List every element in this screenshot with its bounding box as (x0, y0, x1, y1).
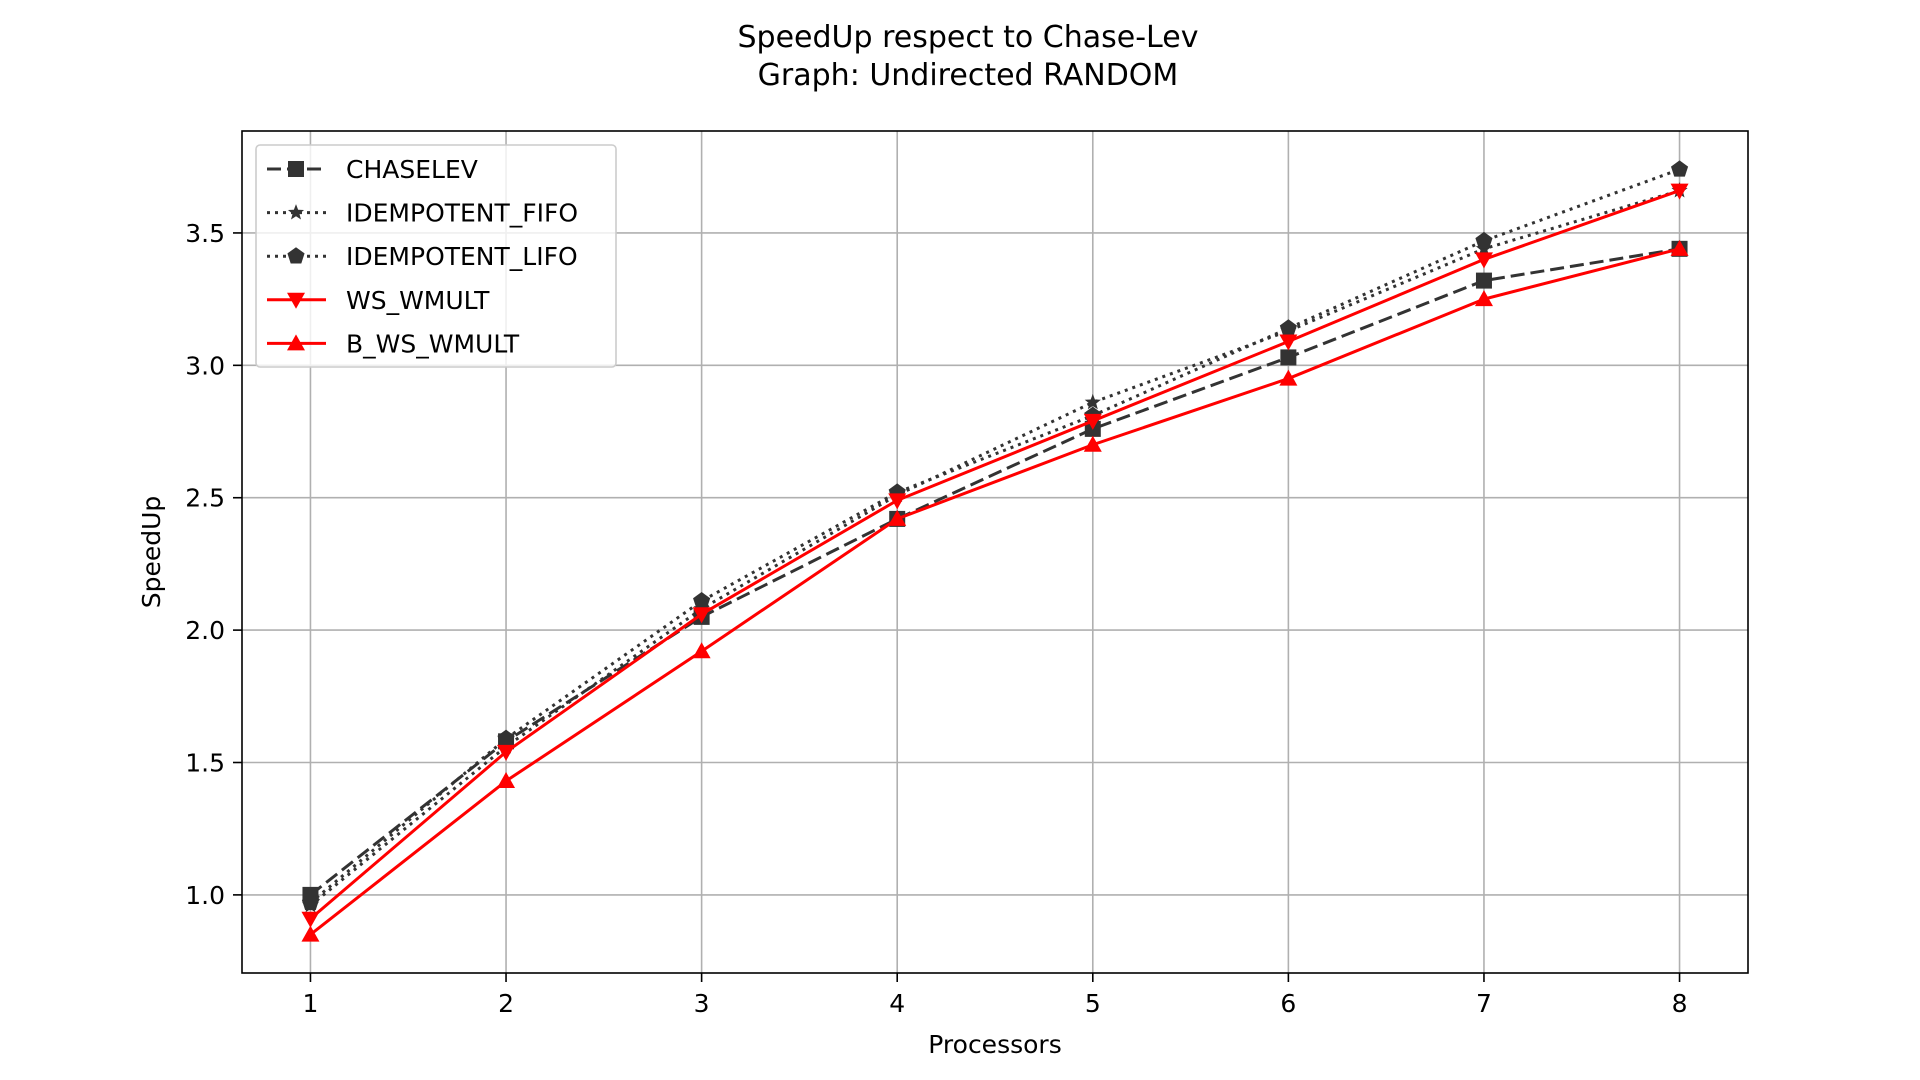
data-point (1475, 272, 1492, 289)
data-point (1279, 319, 1297, 336)
series-line-b-ws-wmult (309, 247, 1680, 936)
data-point (692, 607, 711, 624)
data-point (1279, 334, 1298, 351)
series-line-idempotent-fifo (309, 189, 1680, 907)
y-tick-label: 3.0 (185, 351, 225, 380)
series-line-chaselev (309, 247, 1680, 897)
data-point (888, 493, 907, 510)
data-point (1083, 413, 1102, 430)
legend-label: B_WS_WMULT (346, 329, 520, 358)
data-point (1083, 435, 1102, 452)
x-tick-label: 7 (1476, 989, 1492, 1018)
x-tick-label: 5 (1085, 989, 1101, 1018)
data-point (1279, 369, 1298, 386)
data-point (1670, 183, 1689, 200)
x-tick-label: 3 (694, 989, 710, 1018)
series-ws-wmult (301, 183, 1689, 928)
data-point (1084, 393, 1101, 410)
ticks: 1 2 3 4 5 6 7 8 1.0 1.5 2.0 2.5 3.0 3.5 (185, 219, 1687, 1018)
legend-marker (287, 334, 305, 351)
data-point (497, 729, 515, 746)
grid (242, 131, 1748, 973)
y-axis-label: SpeedUp (137, 496, 166, 609)
legend-entry-idempotent-fifo: IDEMPOTENT_FIFO (267, 199, 578, 228)
x-axis-label: Processors (928, 1030, 1061, 1059)
legend-marker (287, 292, 305, 309)
legend-entry-ws-wmult: WS_WMULT (267, 286, 490, 315)
chart-subtitle: Graph: Undirected RANDOM (758, 58, 1179, 93)
y-tick-label: 2.5 (185, 484, 225, 513)
data-point (888, 509, 907, 526)
legend-entry-chaselev: CHASELEV (267, 155, 478, 184)
y-tick-label: 1.0 (185, 881, 225, 910)
series-line-ws-wmult (309, 189, 1681, 920)
data-point (1670, 239, 1689, 256)
legend: CHASELEV IDEMPOTENT_FIFO IDEMPOTENT_LIFO WS… (255, 144, 617, 368)
x-tick-label: 4 (889, 989, 905, 1018)
legend-marker (287, 247, 305, 264)
data-point (692, 642, 711, 659)
data-point (1474, 252, 1493, 269)
legend-marker (288, 161, 304, 177)
series-line-idempotent-lifo (309, 167, 1681, 904)
y-tick-label: 2.0 (185, 616, 225, 645)
plot-frame (241, 130, 1749, 974)
legend-label: CHASELEV (346, 155, 478, 184)
data-point (301, 925, 320, 942)
y-tick-label: 3.5 (185, 219, 225, 248)
series-b-ws-wmult (301, 239, 1689, 942)
legend-entry-idempotent-lifo: IDEMPOTENT_LIFO (267, 242, 578, 271)
x-tick-label: 1 (303, 989, 319, 1018)
y-tick-label: 1.5 (185, 749, 225, 778)
series-layer (301, 160, 1689, 942)
legend-label: IDEMPOTENT_FIFO (346, 199, 578, 228)
x-tick-label: 8 (1672, 989, 1688, 1018)
legend-label: IDEMPOTENT_LIFO (346, 242, 578, 271)
data-point (1475, 231, 1493, 249)
x-tick-label: 2 (498, 989, 514, 1018)
data-point (301, 911, 320, 928)
data-point (1474, 290, 1493, 307)
data-point (497, 744, 516, 761)
data-point (693, 591, 711, 609)
data-point (497, 772, 516, 789)
chart-title: SpeedUp respect to Chase-Lev (738, 20, 1199, 55)
x-tick-label: 6 (1280, 989, 1296, 1018)
legend-entry-b-ws-wmult: B_WS_WMULT (267, 329, 520, 358)
legend-box (255, 144, 617, 368)
data-point (1280, 349, 1297, 366)
legend-label: WS_WMULT (346, 286, 490, 315)
legend-marker (287, 204, 305, 220)
data-point (1670, 160, 1689, 177)
data-point (301, 893, 320, 911)
